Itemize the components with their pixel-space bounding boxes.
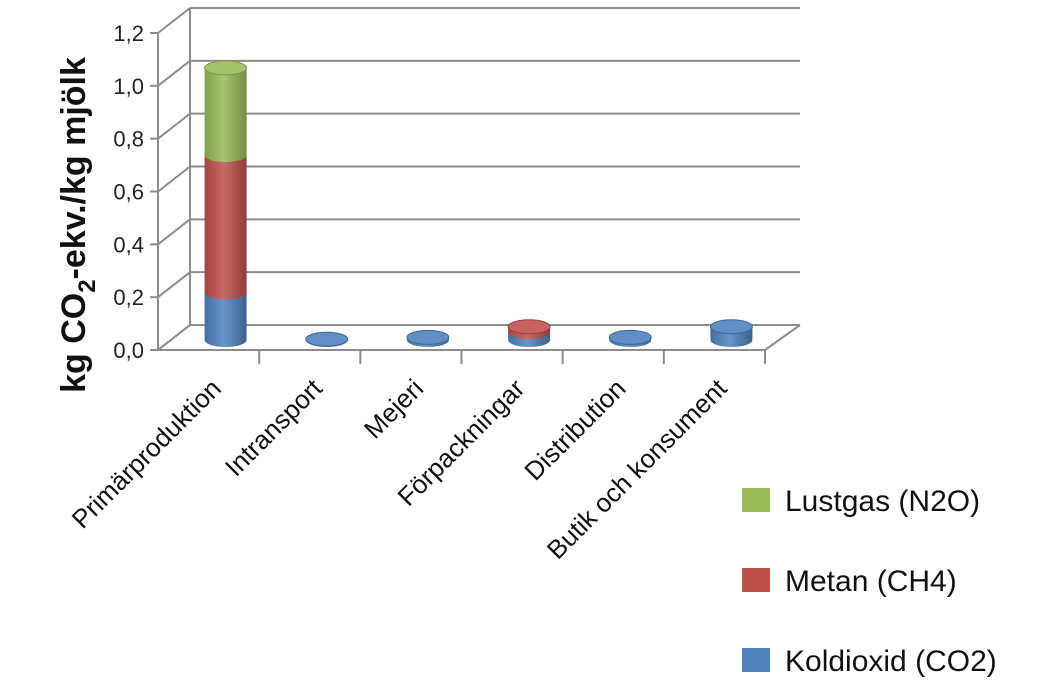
bar-segment bbox=[204, 292, 247, 347]
x-tick-label: Butik och konsument bbox=[541, 372, 733, 564]
gridline-depth bbox=[157, 165, 191, 193]
bar-top bbox=[204, 60, 248, 76]
bar-top bbox=[709, 319, 753, 335]
bar-top bbox=[406, 329, 450, 345]
gridline-depth bbox=[157, 7, 191, 34]
x-tick-label: Primärproduktion bbox=[66, 373, 227, 534]
legend-swatch bbox=[742, 488, 770, 512]
y-tick-label: 1,2 bbox=[113, 21, 144, 46]
gridline-depth bbox=[157, 112, 191, 140]
y-tick-label: 0,4 bbox=[113, 232, 144, 257]
legend-swatch bbox=[742, 648, 770, 672]
bar-top bbox=[305, 331, 349, 347]
y-tick-label: 0,2 bbox=[113, 285, 144, 310]
gridlines bbox=[150, 7, 800, 351]
bar-segment bbox=[204, 155, 247, 300]
y-axis-label: kg CO2-ekv./kg mjölk bbox=[55, 57, 101, 393]
legend-label: Metan (CH4) bbox=[785, 565, 957, 598]
y-axis-tick-labels: 0,0 0,2 0,4 0,6 0,8 1,0 1,2 bbox=[113, 21, 144, 363]
y-tick-label: 0,0 bbox=[113, 338, 144, 363]
bar-segment bbox=[204, 67, 247, 163]
gridline-depth bbox=[157, 324, 191, 351]
y-tick-label: 0,8 bbox=[113, 127, 144, 152]
legend-label: Koldioxid (CO2) bbox=[785, 645, 997, 678]
y-tick-label: 0,6 bbox=[113, 180, 144, 205]
gridline-depth bbox=[157, 271, 191, 298]
bar-top bbox=[507, 319, 551, 335]
y-axis-label-post: -ekv./kg mjölk bbox=[55, 57, 93, 279]
legend-label: Lustgas (N2O) bbox=[785, 485, 980, 518]
x-tick-label: Intransport bbox=[219, 372, 329, 482]
legend-swatch bbox=[742, 568, 770, 592]
y-axis-label-sub: 2 bbox=[74, 279, 101, 292]
y-axis-label-pre: kg CO bbox=[55, 293, 93, 393]
gridline-depth bbox=[157, 218, 191, 246]
x-tick-label: Mejeri bbox=[358, 373, 429, 444]
bar-top bbox=[608, 329, 652, 345]
bars bbox=[204, 60, 753, 347]
y-tick-label: 1,0 bbox=[113, 74, 144, 99]
legend: Lustgas (N2O) Metan (CH4) Koldioxid (CO2) bbox=[742, 485, 997, 678]
gridline-depth bbox=[157, 60, 191, 87]
